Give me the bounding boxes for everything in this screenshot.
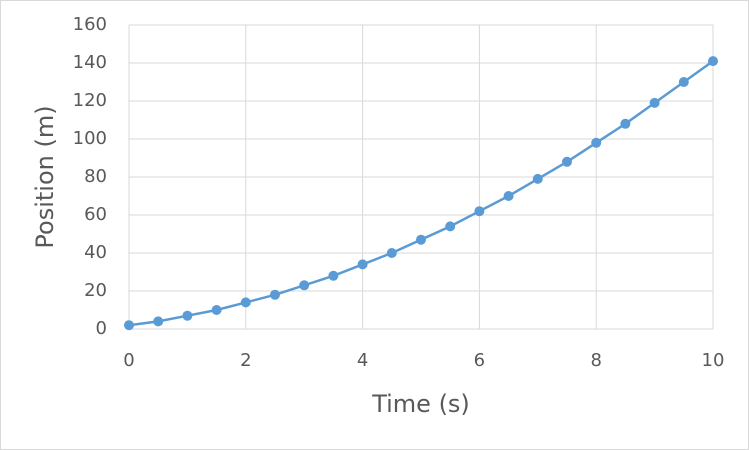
data-point bbox=[445, 221, 456, 232]
y-tick-label: 60 bbox=[84, 204, 107, 225]
y-tick-label: 40 bbox=[84, 242, 107, 263]
y-tick-label: 0 bbox=[96, 318, 107, 339]
data-point bbox=[211, 305, 222, 315]
y-tick-label: 100 bbox=[73, 128, 107, 149]
data-point bbox=[328, 270, 339, 281]
data-point bbox=[474, 206, 485, 217]
x-tick-label: 6 bbox=[474, 350, 485, 371]
data-point bbox=[124, 320, 134, 331]
y-tick-label: 20 bbox=[84, 280, 107, 301]
data-point bbox=[562, 156, 572, 167]
data-point bbox=[182, 310, 193, 321]
data-point bbox=[299, 280, 310, 291]
x-tick-label: 2 bbox=[240, 350, 251, 371]
data-point bbox=[357, 259, 368, 270]
data-point bbox=[708, 56, 718, 67]
y-tick-label: 120 bbox=[73, 90, 107, 111]
x-tick-label: 0 bbox=[123, 350, 134, 371]
x-tick-label: 8 bbox=[590, 350, 601, 371]
y-tick-label: 80 bbox=[84, 166, 107, 187]
data-point bbox=[386, 248, 397, 258]
x-tick-label: 4 bbox=[357, 350, 368, 371]
x-tick-label: 10 bbox=[702, 350, 725, 371]
data-point bbox=[678, 77, 689, 87]
y-tick-label: 160 bbox=[73, 14, 107, 35]
data-point bbox=[416, 234, 426, 245]
data-point bbox=[270, 289, 280, 300]
data-point bbox=[503, 191, 514, 201]
y-axis-title: Position (m) bbox=[31, 105, 59, 248]
data-point bbox=[649, 97, 660, 108]
y-tick-label: 140 bbox=[73, 52, 107, 73]
data-point bbox=[240, 297, 251, 308]
data-point bbox=[153, 316, 164, 327]
x-axis-title: Time (s) bbox=[371, 390, 470, 418]
data-point bbox=[620, 118, 631, 129]
data-point bbox=[532, 173, 543, 184]
data-point bbox=[591, 137, 602, 148]
